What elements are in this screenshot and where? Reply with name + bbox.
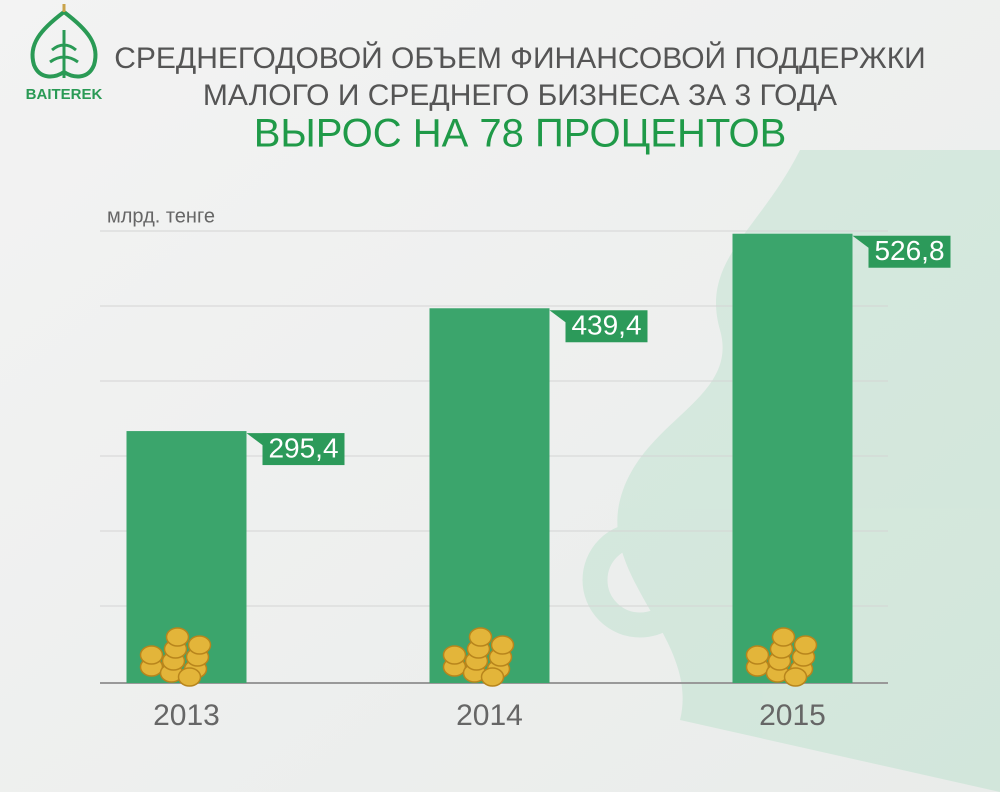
coins xyxy=(442,627,515,687)
coin xyxy=(490,635,515,655)
value-label-box xyxy=(262,433,345,466)
value-label-tab xyxy=(549,310,566,323)
coin xyxy=(468,627,493,647)
coins xyxy=(745,627,818,687)
coin xyxy=(783,667,808,687)
coin xyxy=(793,635,818,655)
bar xyxy=(429,308,550,683)
coin xyxy=(187,635,212,655)
value-label-tab xyxy=(852,235,869,248)
chart-title: МАЛОГО И СРЕДНЕГО БИЗНЕСА ЗА 3 ГОДА xyxy=(203,79,837,112)
value-label: 295,4 xyxy=(268,432,338,463)
y-axis-label: млрд. тенге xyxy=(107,205,215,227)
bar xyxy=(732,233,853,683)
coin xyxy=(139,645,164,665)
logo: BAITEREK xyxy=(26,4,103,103)
logo-text: BAITEREK xyxy=(26,86,103,103)
x-tick-label: 2014 xyxy=(456,699,523,732)
x-tick-label: 2015 xyxy=(759,699,826,732)
bar xyxy=(126,431,247,683)
x-tick-label: 2013 xyxy=(153,699,220,732)
coin xyxy=(165,627,190,647)
value-label: 526,8 xyxy=(874,235,944,266)
coins xyxy=(139,627,212,687)
value-label-tab xyxy=(246,433,263,446)
chart-title: СРЕДНЕГОДОВОЙ ОБЪЕМ ФИНАНСОВОЙ ПОДДЕРЖКИ xyxy=(114,41,926,75)
value-label-box xyxy=(565,310,648,343)
coin xyxy=(771,627,796,647)
coin xyxy=(480,667,505,687)
coin xyxy=(745,645,770,665)
value-label-box xyxy=(868,235,951,268)
chart-subtitle: ВЫРОС НА 78 ПРОЦЕНТОВ xyxy=(254,112,787,156)
value-label: 439,4 xyxy=(571,310,641,341)
coin xyxy=(177,667,202,687)
coin xyxy=(442,645,467,665)
